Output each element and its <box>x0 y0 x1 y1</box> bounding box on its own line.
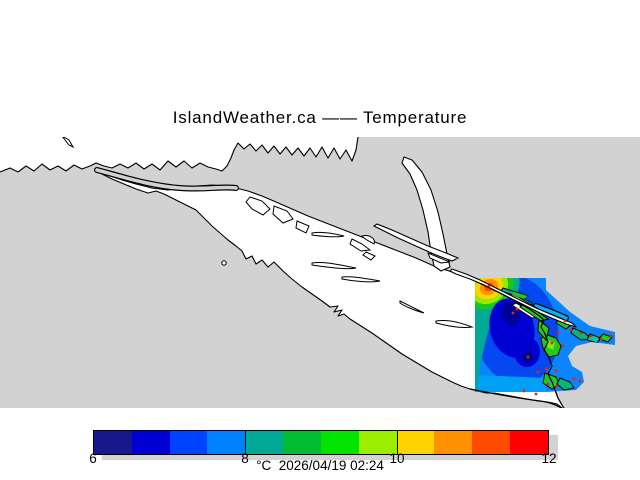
station-dot <box>536 370 540 374</box>
small-islet <box>62 137 75 149</box>
scale-segment <box>472 431 511 454</box>
hornby-island <box>362 251 376 261</box>
station-dot <box>550 341 554 345</box>
station-dot <box>487 284 491 288</box>
station-dot <box>534 392 538 396</box>
coastline-over-overlay <box>469 281 563 408</box>
station-dot <box>579 331 583 335</box>
station-dot <box>589 334 593 338</box>
sechelt-peninsula <box>401 156 451 272</box>
scale-segment <box>358 431 397 454</box>
scale-unit-datetime: °C 2026/04/19 02:24 <box>256 458 384 473</box>
texada-island <box>372 223 460 262</box>
scale-segment <box>94 431 132 454</box>
denman-island <box>349 238 372 252</box>
station-dot <box>572 377 576 381</box>
scale-segment <box>131 431 170 454</box>
scale-segment <box>283 431 321 454</box>
scale-tick-10 <box>396 431 398 454</box>
station-dot <box>544 367 548 371</box>
station-dot <box>609 334 613 338</box>
scale-tick-label: 6 <box>89 451 97 466</box>
station-dot <box>511 311 515 315</box>
scale-tick-label: 12 <box>541 451 557 466</box>
station-dot <box>554 369 558 373</box>
scale-segment <box>510 431 548 454</box>
station-dots <box>487 284 613 396</box>
scale-segment <box>245 431 284 454</box>
gulf-islands <box>500 287 613 391</box>
scale-segment <box>434 431 473 454</box>
station-dot <box>561 344 565 348</box>
scale-tick-label: 8 <box>241 451 249 466</box>
station-dot <box>578 379 582 383</box>
scale-tick-8 <box>245 431 247 454</box>
lasqueti-island <box>427 252 451 264</box>
island-lakes <box>221 231 474 328</box>
station-dot <box>555 384 559 388</box>
station-dot <box>599 337 603 341</box>
vancouver-island <box>95 169 565 408</box>
scale-segment <box>320 431 359 454</box>
scale-segment <box>169 431 208 454</box>
discovery-islands <box>245 196 310 234</box>
station-dot <box>546 382 550 386</box>
scale-tick-label: 10 <box>389 451 405 466</box>
scale-segment <box>207 431 246 454</box>
station-dot <box>563 319 567 323</box>
temperature-color-scale <box>93 430 549 455</box>
scale-segment <box>396 431 435 454</box>
page-title: IslandWeather.ca —— Temperature <box>172 108 468 127</box>
station-dot <box>515 307 519 311</box>
station-dot <box>526 355 530 359</box>
mainland-coast <box>0 137 359 173</box>
station-dot <box>556 331 560 335</box>
station-dot <box>522 389 526 393</box>
station-dot <box>569 328 573 332</box>
johnstone-strait-channel <box>94 167 239 192</box>
